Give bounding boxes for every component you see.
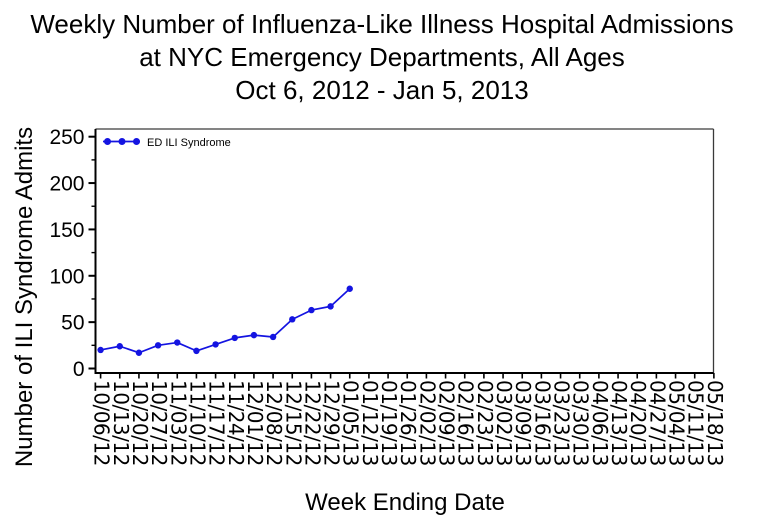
legend: ED ILI Syndrome bbox=[103, 137, 231, 149]
legend-dot bbox=[133, 138, 140, 145]
data-point bbox=[250, 331, 258, 339]
y-axis-title: Number of ILI Syndrome Admits bbox=[11, 127, 38, 467]
legend-marker bbox=[103, 138, 140, 145]
legend-series-label: ED ILI Syndrome bbox=[147, 137, 231, 149]
y-tick-labels: 0 50 100 150 200 250 bbox=[49, 126, 84, 381]
data-point bbox=[174, 339, 181, 346]
data-point bbox=[212, 341, 219, 348]
x-tick-label: 01/12/13 bbox=[358, 380, 382, 466]
x-tick-label: 05/18/13 bbox=[703, 380, 727, 466]
x-tick-label: 11/10/12 bbox=[185, 380, 209, 466]
y-tick-label: 150 bbox=[49, 219, 84, 242]
x-axis-title: Week Ending Date bbox=[305, 489, 505, 516]
x-tick-label: 02/09/13 bbox=[435, 380, 459, 466]
x-tick-label: 10/06/12 bbox=[90, 380, 114, 466]
x-tick-label: 01/26/13 bbox=[396, 380, 420, 466]
x-tick-label: 11/17/12 bbox=[205, 380, 229, 466]
legend-dot bbox=[104, 138, 111, 145]
data-series bbox=[97, 285, 353, 356]
axis-ticks bbox=[88, 135, 715, 379]
x-tick-label: 04/20/13 bbox=[626, 380, 650, 466]
x-tick-label: 03/30/13 bbox=[569, 380, 593, 466]
x-tick-label: 03/16/13 bbox=[530, 380, 554, 466]
data-point bbox=[231, 334, 238, 342]
chart-title-line-2: at NYC Emergency Departments, All Ages bbox=[139, 42, 625, 72]
series-line bbox=[100, 288, 351, 354]
chart-title-line-3: Oct 6, 2012 - Jan 5, 2013 bbox=[235, 75, 528, 105]
data-point bbox=[289, 316, 296, 323]
x-tick-label: 11/24/12 bbox=[224, 380, 248, 466]
x-tick-label: 10/27/12 bbox=[147, 380, 171, 466]
x-tick-label: 02/23/13 bbox=[473, 380, 497, 466]
x-tick-label: 12/29/12 bbox=[320, 380, 344, 466]
x-tick-label: 12/22/12 bbox=[300, 380, 324, 466]
x-tick-label: 01/05/13 bbox=[339, 380, 363, 466]
y-tick-label: 100 bbox=[49, 265, 84, 288]
chart-title: Weekly Number of Influenza-Like Illness … bbox=[30, 9, 733, 105]
data-point bbox=[97, 346, 104, 354]
data-point bbox=[193, 347, 200, 355]
x-tick-label: 04/06/13 bbox=[588, 380, 612, 466]
y-tick-label: 200 bbox=[49, 173, 84, 196]
x-tick-label: 12/15/12 bbox=[281, 380, 305, 466]
x-tick-label: 10/20/12 bbox=[128, 380, 152, 466]
data-point bbox=[269, 333, 277, 341]
x-tick-labels: 10/06/1210/13/1210/20/1210/27/1211/03/12… bbox=[90, 380, 727, 466]
x-tick-label: 02/16/13 bbox=[454, 380, 478, 466]
data-point bbox=[327, 303, 334, 310]
chart-title-line-1: Weekly Number of Influenza-Like Illness … bbox=[30, 9, 733, 39]
y-tick-label: 50 bbox=[61, 312, 84, 335]
x-tick-label: 05/11/13 bbox=[684, 380, 708, 466]
x-tick-label: 03/02/13 bbox=[492, 380, 516, 466]
x-tick-label: 04/27/13 bbox=[645, 380, 669, 466]
x-tick-label: 11/03/12 bbox=[166, 380, 190, 466]
x-tick-label: 10/13/12 bbox=[109, 380, 133, 466]
x-tick-label: 03/09/13 bbox=[511, 380, 535, 466]
data-point bbox=[154, 342, 162, 349]
legend-dot bbox=[118, 138, 126, 145]
x-tick-label: 02/02/13 bbox=[415, 380, 439, 466]
x-tick-label: 12/08/12 bbox=[262, 380, 286, 466]
plot-frame bbox=[94, 128, 715, 374]
y-tick-label: 250 bbox=[49, 126, 84, 149]
data-point bbox=[308, 306, 315, 314]
x-tick-label: 05/04/13 bbox=[665, 380, 689, 466]
data-point bbox=[116, 343, 123, 350]
data-point bbox=[346, 285, 353, 292]
x-tick-label: 03/23/13 bbox=[550, 380, 574, 466]
x-tick-label: 04/13/13 bbox=[607, 380, 631, 466]
data-point bbox=[135, 349, 143, 356]
x-tick-label: 01/19/13 bbox=[377, 380, 401, 466]
y-tick-label: 0 bbox=[73, 358, 85, 381]
x-tick-label: 12/01/12 bbox=[243, 380, 267, 466]
